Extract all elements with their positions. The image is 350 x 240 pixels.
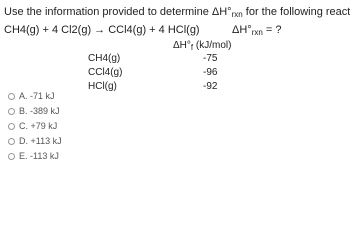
radio-button[interactable] — [8, 92, 15, 100]
dh-sub: rxn — [251, 28, 263, 37]
option-label: E. -113 kJ — [19, 151, 59, 161]
table-header: ΔH°f (kJ/mol) — [173, 40, 231, 52]
dh-rxn: ΔH°rxn = ? — [232, 24, 281, 37]
question-page: Use the information provided to determin… — [4, 6, 350, 161]
intro-end: for the following reaction: — [245, 6, 350, 18]
radio-button[interactable] — [8, 122, 15, 130]
enthalpy: -96 — [203, 67, 218, 78]
enthalpy: -75 — [203, 53, 218, 64]
header: ΔH° — [173, 40, 191, 51]
intro: Use the information provided to determin… — [4, 6, 232, 18]
dh-end: = ? — [262, 24, 282, 36]
option-label: D. +113 kJ — [19, 136, 62, 146]
option-label: C. +79 kJ — [19, 121, 58, 131]
species: CH4(g) — [88, 53, 121, 64]
option[interactable]: D. +113 kJ — [8, 136, 62, 146]
radio-button[interactable] — [8, 152, 15, 160]
reaction: CH4(g) + 4 Cl2(g) → CCl4(g) + 4 HCl(g) — [4, 24, 200, 36]
species: CCl4(g) — [88, 67, 123, 78]
option-label: B. -389 kJ — [19, 106, 60, 116]
species: HCl(g) — [88, 81, 117, 92]
intro-sub: rxn — [231, 10, 243, 19]
dh-label: ΔH° — [232, 24, 252, 36]
option-label: A. -71 kJ — [19, 91, 55, 101]
option[interactable]: C. +79 kJ — [8, 121, 57, 131]
question-text: Use the information provided to determin… — [4, 6, 350, 19]
radio-button[interactable] — [8, 107, 15, 115]
radio-button[interactable] — [8, 137, 15, 145]
option[interactable]: A. -71 kJ — [8, 91, 55, 101]
option[interactable]: E. -113 kJ — [8, 151, 59, 161]
header-sub: f — [190, 43, 194, 52]
option[interactable]: B. -389 kJ — [8, 106, 60, 116]
header-end: (kJ/mol) — [193, 40, 232, 51]
enthalpy: -92 — [203, 81, 218, 92]
